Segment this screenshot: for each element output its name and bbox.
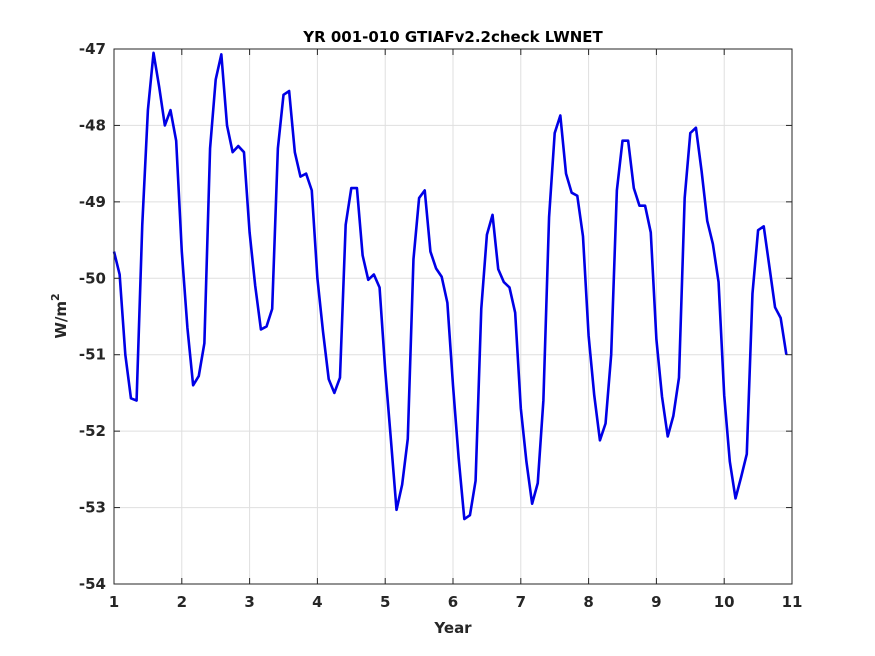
series-line (112, 51, 788, 521)
y-tick-label: -48 (79, 116, 106, 134)
ticks: 1 2 3 4 5 6 7 8 9 10 11 -54 -53 -52 -51 -50 -49 -48 -47 (79, 40, 803, 611)
x-tick-label: 1 (109, 593, 119, 611)
x-tick-label: 10 (714, 593, 735, 611)
y-axis-label-superscript: 2 (49, 293, 62, 301)
x-axis-label: Year (433, 619, 472, 637)
y-axis-label-unit: W/m (52, 301, 70, 339)
x-tick-label: 11 (782, 593, 803, 611)
y-tick-label: -49 (79, 193, 106, 211)
x-tick-label: 8 (583, 593, 593, 611)
x-tick-label: 2 (177, 593, 187, 611)
y-tick-label: -47 (79, 40, 106, 58)
y-tick-label: -50 (79, 269, 106, 287)
x-tick-label: 7 (516, 593, 526, 611)
grid (113, 48, 793, 585)
x-tick-label: 5 (380, 593, 390, 611)
x-tick-label: 4 (312, 593, 322, 611)
y-tick-label: -53 (79, 499, 106, 517)
x-tick-label: 6 (448, 593, 458, 611)
x-tick-label: 3 (244, 593, 254, 611)
chart-title: YR 001-010 GTIAFv2.2check LWNET (302, 28, 603, 46)
series-layer (112, 51, 788, 521)
y-tick-label: -52 (79, 422, 106, 440)
y-tick-label: -51 (79, 346, 106, 364)
x-tick-label: 9 (651, 593, 661, 611)
y-axis-label: W/m2 (49, 293, 70, 338)
y-tick-label: -54 (79, 575, 106, 593)
